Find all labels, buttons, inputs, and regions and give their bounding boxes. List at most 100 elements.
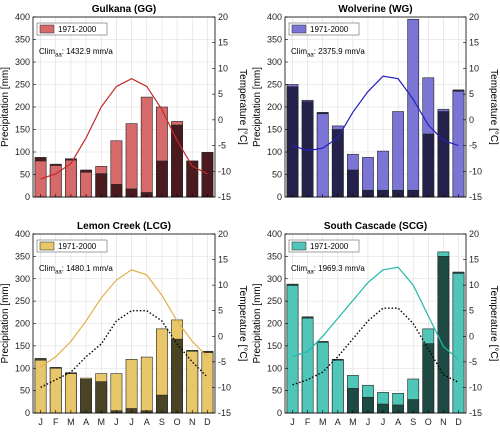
clim-prefix: Clim xyxy=(291,264,307,273)
temp-line-recent xyxy=(40,310,208,389)
tick-label-left: 250 xyxy=(15,296,30,306)
tick-label-left: 50 xyxy=(20,386,30,396)
tick-label-right: 5 xyxy=(469,306,474,316)
y2-axis-label: Temperature [°C] xyxy=(488,286,499,362)
tick-label-left: 400 xyxy=(15,229,30,239)
legend-label: 1971-2000 xyxy=(310,242,349,251)
tick-label-right: 10 xyxy=(469,63,479,73)
bar-recent-S xyxy=(156,160,168,198)
tick-label-left: 50 xyxy=(272,386,282,396)
tick-label-left: 350 xyxy=(267,35,282,45)
tick-label-left: 150 xyxy=(267,341,282,351)
clim-subscript: aa xyxy=(307,270,314,276)
bar-period-D xyxy=(201,352,214,414)
tick-label-left: 0 xyxy=(277,408,282,418)
bar-recent-D xyxy=(201,152,214,198)
bar-period-J xyxy=(125,358,138,414)
bar-period-S xyxy=(407,18,420,198)
chart-panel-3: 0 50 100 150 200 250 300 350 400 -15 -10 -5 0 5 10 15 20… xyxy=(252,221,499,427)
clim-annotation: Climaa: 1969.3 mm/a xyxy=(291,264,365,276)
tick-label-x-J: J xyxy=(114,417,119,427)
legend-swatch xyxy=(291,241,307,251)
tick-label-right: 5 xyxy=(469,89,474,99)
tick-label-right: -10 xyxy=(218,166,231,176)
legend-label: 1971-2000 xyxy=(58,242,97,251)
tick-label-left: 350 xyxy=(15,251,30,261)
legend-label: 1971-2000 xyxy=(310,25,349,34)
tick-label-left: 350 xyxy=(267,251,282,261)
legend-box xyxy=(36,239,108,253)
tick-label-x-A: A xyxy=(335,417,341,427)
clim-subscript: aa xyxy=(55,53,62,59)
tick-label-left: 300 xyxy=(15,274,30,284)
tick-label-left: 50 xyxy=(20,170,30,180)
tick-label-right: 5 xyxy=(218,306,223,316)
tick-label-right: -10 xyxy=(469,166,482,176)
legend-label: 1971-2000 xyxy=(58,25,97,34)
y-axis-label: Precipitation [mm] xyxy=(252,67,263,147)
tick-label-right: 20 xyxy=(469,229,479,239)
tick-label-x-D: D xyxy=(455,417,462,427)
bar-period-A xyxy=(331,359,344,414)
tick-label-right: 20 xyxy=(218,229,228,239)
chart-panel-2: 0 50 100 150 200 250 300 350 400 -15 -10 -5 0 5 10 15 20… xyxy=(0,221,248,427)
bar-period-A xyxy=(140,356,153,414)
tick-label-left: 150 xyxy=(15,125,30,135)
tick-label-right: -5 xyxy=(218,141,226,151)
bar-recent-M xyxy=(346,388,359,414)
chart-title: Gulkana (GG) xyxy=(92,4,156,15)
tick-label-right: 15 xyxy=(218,255,228,265)
tick-label-right: -10 xyxy=(218,382,231,392)
bar-period-A xyxy=(392,111,405,198)
tick-label-x-S: S xyxy=(410,417,416,427)
tick-label-right: 15 xyxy=(469,255,479,265)
tick-label-right: 0 xyxy=(469,115,474,125)
tick-label-right: 15 xyxy=(469,38,479,48)
tick-label-x-N: N xyxy=(189,417,196,427)
bar-recent-O xyxy=(171,124,183,198)
tick-label-x-J: J xyxy=(366,417,371,427)
bar-period-M xyxy=(316,341,329,414)
y-axis-label: Precipitation [mm] xyxy=(0,67,11,147)
tick-label-x-A: A xyxy=(144,417,150,427)
tick-label-left: 100 xyxy=(15,363,30,373)
tick-label-right: -10 xyxy=(469,382,482,392)
bar-period-M xyxy=(65,373,77,414)
tick-label-right: 10 xyxy=(218,63,228,73)
tick-label-left: 150 xyxy=(15,341,30,351)
tick-label-left: 200 xyxy=(15,102,30,112)
tick-label-x-A: A xyxy=(395,417,401,427)
tick-label-right: 5 xyxy=(218,89,223,99)
tick-label-x-S: S xyxy=(159,417,165,427)
tick-label-left: 200 xyxy=(267,102,282,112)
tick-label-right: -15 xyxy=(218,192,231,202)
tick-label-left: 100 xyxy=(267,363,282,373)
tick-label-right: 20 xyxy=(218,12,228,22)
clim-annotation: Climaa: 1480.1 mm/a xyxy=(39,264,113,276)
tick-label-left: 300 xyxy=(15,57,30,67)
bar-period-J xyxy=(110,373,123,414)
clim-subscript: aa xyxy=(55,270,62,276)
tick-label-x-M: M xyxy=(98,417,106,427)
tick-label-x-M: M xyxy=(319,417,327,427)
tick-label-left: 400 xyxy=(267,229,282,239)
tick-label-right: 0 xyxy=(469,331,474,341)
clim-value: : 2375.9 mm/a xyxy=(314,47,366,56)
tick-label-right: 10 xyxy=(469,280,479,290)
tick-label-x-J: J xyxy=(381,417,386,427)
tick-label-left: 300 xyxy=(267,57,282,67)
bar-recent-A xyxy=(331,129,344,198)
tick-label-right: -15 xyxy=(469,408,482,418)
bar-period-F xyxy=(49,367,62,414)
tick-label-left: 150 xyxy=(267,125,282,135)
tick-label-right: -5 xyxy=(469,357,477,367)
clim-prefix: Clim xyxy=(39,47,55,56)
bar-period-A xyxy=(140,96,153,198)
tick-label-left: 300 xyxy=(267,274,282,284)
clim-prefix: Clim xyxy=(39,264,55,273)
tick-label-x-J: J xyxy=(290,417,295,427)
y2-axis-label: Temperature [°C] xyxy=(488,69,499,145)
tick-label-left: 250 xyxy=(15,80,30,90)
tick-label-x-O: O xyxy=(425,417,432,427)
tick-label-x-A: A xyxy=(83,417,89,427)
